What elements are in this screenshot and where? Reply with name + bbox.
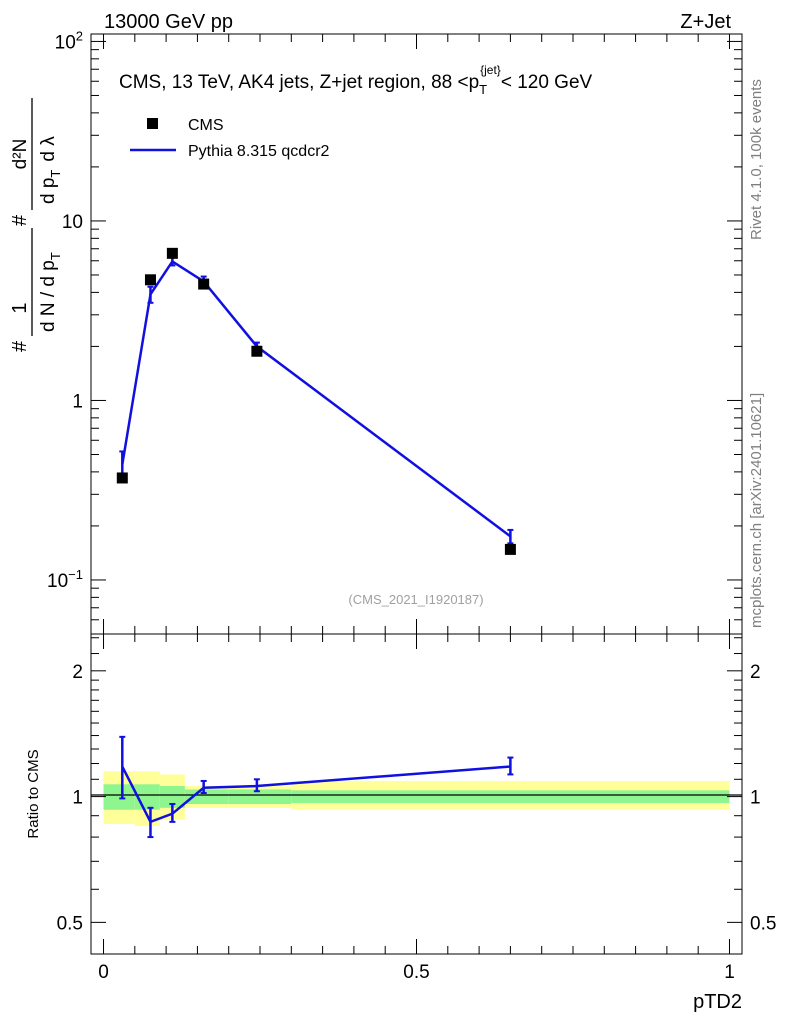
ratio-x-tick-label: 0 bbox=[98, 962, 109, 983]
ylabel-rhs-den: d pTd λ bbox=[38, 136, 63, 204]
main-y-axis-label: # 1 d N / d pT # d²N d pTd λ bbox=[9, 98, 63, 352]
analysis-watermark: (CMS_2021_I1920187) bbox=[348, 592, 483, 607]
ratio-y-axis: 0.5 0.5 1 1 2 2 bbox=[57, 637, 776, 934]
pythia-line bbox=[121, 259, 512, 538]
cms-data-point bbox=[166, 247, 178, 259]
main-y-tick-label: 10 bbox=[62, 212, 83, 233]
ratio-band-inner bbox=[159, 786, 185, 808]
cms-data-point bbox=[116, 472, 128, 484]
ratio-x-tick-label: 1 bbox=[724, 962, 735, 983]
ratio-pythia-line bbox=[121, 765, 511, 824]
main-y-axis: 10−1 1 10 102 bbox=[47, 28, 742, 635]
rivet-version-label: Rivet 4.1.0, 100k events bbox=[748, 79, 765, 240]
main-y-tick-label: 102 bbox=[55, 28, 83, 53]
ratio-y-tick-label: 1 bbox=[72, 788, 83, 809]
ratio-y-tick-label-right: 0.5 bbox=[750, 913, 776, 934]
ylabel-hash: # bbox=[9, 340, 31, 352]
ratio-plot-area bbox=[119, 735, 514, 839]
ratio-x-axis: 0 0.5 1 bbox=[98, 634, 735, 983]
legend-cms-label: CMS bbox=[188, 117, 224, 134]
ratio-y-tick-label-right: 1 bbox=[750, 788, 761, 809]
header-process-label: Z+Jet bbox=[680, 11, 731, 33]
legend-cms-marker bbox=[147, 118, 158, 129]
ylabel-hash-2: # bbox=[9, 214, 31, 226]
cms-data-point bbox=[198, 278, 210, 290]
legend-pythia-label: Pythia 8.315 qcdcr2 bbox=[188, 143, 330, 160]
cms-data-point bbox=[251, 345, 263, 357]
main-plot-area bbox=[116, 247, 516, 555]
header-energy-label: 13000 GeV pp bbox=[104, 11, 233, 33]
ratio-y-tick-label: 2 bbox=[72, 662, 83, 683]
ratio-band-inner bbox=[103, 784, 135, 810]
ratio-y-tick-label: 0.5 bbox=[57, 913, 83, 934]
ratio-uncertainty-bands bbox=[103, 771, 730, 827]
ylabel-frac-den: d N / d pT bbox=[38, 252, 63, 332]
cms-data-point bbox=[144, 274, 156, 286]
ratio-y-tick-label-right: 2 bbox=[750, 662, 761, 683]
cms-data-point bbox=[504, 543, 516, 555]
ylabel-rhs-num: d²N bbox=[10, 139, 31, 170]
ratio-band-inner bbox=[291, 790, 730, 804]
ratio-band-inner bbox=[228, 789, 292, 805]
x-axis-label: pTD2 bbox=[693, 991, 742, 1013]
main-title: CMS, 13 TeV, AK4 jets, Z+jet region, 88 … bbox=[119, 63, 593, 97]
main-y-tick-label: 10−1 bbox=[47, 567, 83, 592]
mcplots-source-label: mcplots.cern.ch [arXiv:2401.10621] bbox=[748, 393, 765, 628]
ylabel-frac-num: 1 bbox=[9, 302, 31, 313]
main-y-tick-label: 1 bbox=[72, 391, 83, 412]
legend: CMS Pythia 8.315 qcdcr2 bbox=[130, 117, 330, 160]
main-x-axis bbox=[103, 34, 730, 634]
ratio-y-axis-label: Ratio to CMS bbox=[25, 749, 42, 838]
ratio-x-tick-label: 0.5 bbox=[403, 962, 429, 983]
